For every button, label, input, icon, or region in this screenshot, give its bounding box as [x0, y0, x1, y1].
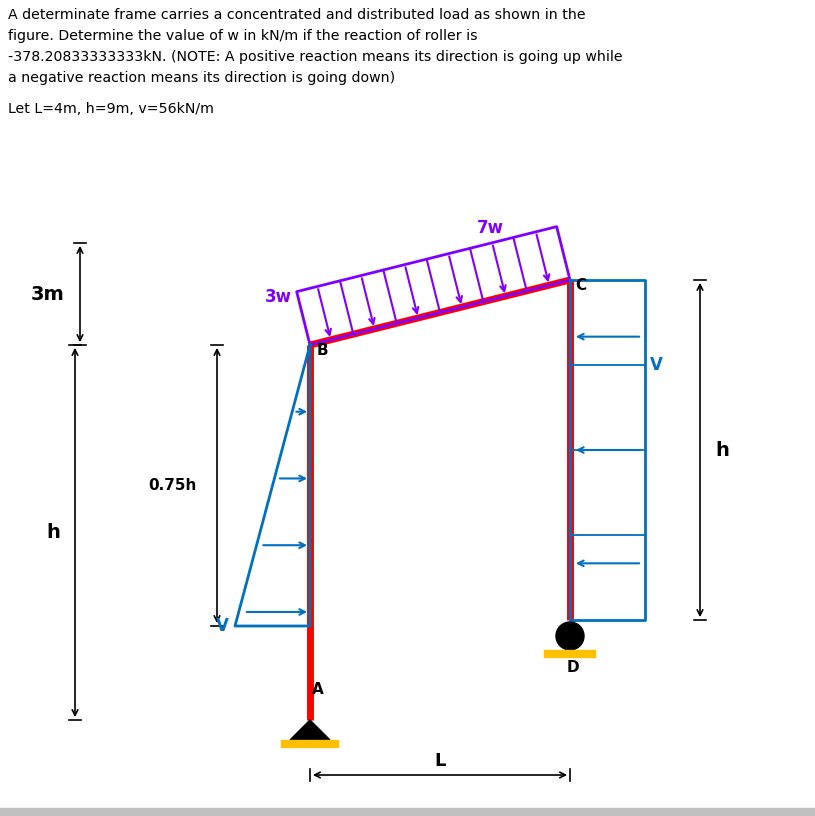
- Text: C: C: [575, 278, 586, 293]
- Text: 7w: 7w: [477, 220, 504, 237]
- Text: 3m: 3m: [31, 285, 65, 304]
- Text: A determinate frame carries a concentrated and distributed load as shown in the: A determinate frame carries a concentrat…: [8, 8, 586, 22]
- Circle shape: [556, 622, 584, 650]
- Polygon shape: [290, 720, 330, 740]
- Text: h: h: [715, 441, 729, 459]
- Text: 3w: 3w: [265, 288, 292, 306]
- Text: V: V: [650, 356, 663, 374]
- Text: A: A: [312, 682, 324, 697]
- Text: Let L=4m, h=9m, v=56kN/m: Let L=4m, h=9m, v=56kN/m: [8, 102, 214, 116]
- Text: L: L: [434, 752, 446, 770]
- Text: h: h: [46, 522, 60, 542]
- Text: figure. Determine the value of w in kN/m if the reaction of roller is: figure. Determine the value of w in kN/m…: [8, 29, 478, 43]
- Text: D: D: [566, 660, 579, 675]
- Text: V: V: [216, 617, 229, 635]
- Text: 0.75h: 0.75h: [148, 477, 196, 493]
- Text: -378.20833333333kN. (NOTE: A positive reaction means its direction is going up w: -378.20833333333kN. (NOTE: A positive re…: [8, 50, 623, 64]
- Text: B: B: [317, 343, 328, 358]
- Text: a negative reaction means its direction is going down): a negative reaction means its direction …: [8, 71, 395, 85]
